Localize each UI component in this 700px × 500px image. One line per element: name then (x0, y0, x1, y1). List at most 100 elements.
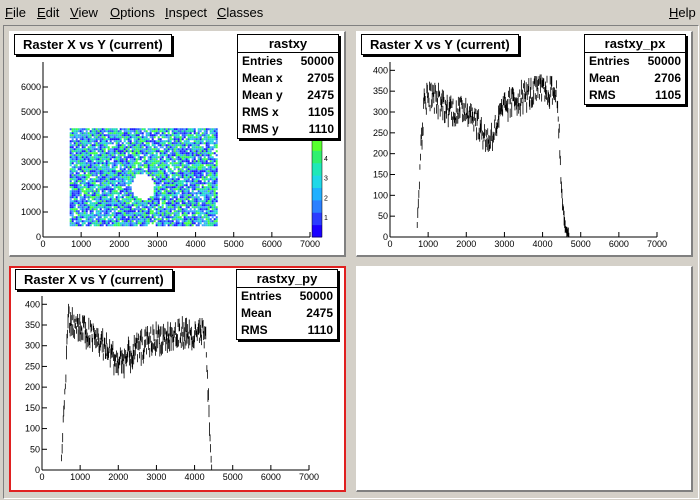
palette-tick-label: 1 (324, 215, 328, 222)
y-tick-label: 3000 (21, 157, 41, 167)
palette-swatch (312, 199, 322, 213)
x-tick-label: 3000 (147, 239, 167, 249)
y-tick-label: 200 (25, 382, 40, 392)
raster-cells (69, 128, 218, 227)
stats-box-rastxy-px[interactable]: rastxy_px Entries 50000 Mean 2706 RMS 1105 (584, 34, 686, 105)
y-tick-label: 0 (36, 232, 41, 242)
menu-bar: File Edit View Options Inspect Classes H… (0, 0, 700, 24)
stats-row-rms: RMS 1110 (241, 323, 333, 337)
plot-rastxy: 1 2 3 4 5 0 1000 2000 3000 4000 5000 6000 7000 0 1000 2… (21, 62, 328, 249)
x-tick-label: 4000 (533, 239, 553, 249)
x-tick-label: 4000 (185, 472, 205, 482)
palette-swatch (312, 212, 322, 226)
y-tick-label: 350 (373, 86, 388, 96)
palette-swatch (312, 175, 322, 188)
y-tick-label: 200 (373, 149, 388, 159)
y-tick-label: 400 (373, 65, 388, 75)
menu-view[interactable]: View (70, 5, 98, 20)
stats-row-mean-x: Mean x 2705 (242, 71, 334, 85)
stats-row-mean: Mean 2706 (589, 71, 681, 85)
pad-empty[interactable] (356, 266, 693, 492)
x-tick-label: 6000 (609, 239, 629, 249)
menu-inspect[interactable]: Inspect (165, 5, 207, 20)
palette-swatch (312, 162, 322, 176)
y-tick-label: 1000 (21, 207, 41, 217)
y-tick-label: 400 (25, 299, 40, 309)
menu-classes[interactable]: Classes (217, 5, 264, 20)
x-tick-label: 6000 (262, 239, 282, 249)
x-tick-label: 6000 (261, 472, 281, 482)
x-tick-label: 7000 (647, 239, 667, 249)
stats-row-rms-y: RMS y 1110 (242, 122, 334, 136)
pad-title: Raster X vs Y (current) (14, 34, 172, 55)
y-tick-label: 100 (25, 424, 40, 434)
x-tick-label: 0 (387, 239, 392, 249)
y-tick-label: 300 (373, 107, 388, 117)
menu-options[interactable]: Options (110, 5, 155, 20)
y-tick-label: 5000 (21, 107, 41, 117)
stats-name: rastxy_px (585, 35, 685, 53)
x-tick-label: 1000 (418, 239, 438, 249)
y-tick-label: 350 (25, 320, 40, 330)
stats-row-mean-y: Mean y 2475 (242, 88, 334, 102)
y-tick-label: 150 (373, 170, 388, 180)
stats-row-entries: Entries 50000 (241, 289, 333, 303)
pad-rastxy[interactable]: 1 2 3 4 5 0 1000 2000 3000 4000 5000 6000 7000 0 1000 2… (9, 31, 346, 257)
menu-help[interactable]: Help (669, 5, 696, 20)
y-tick-label: 50 (378, 211, 388, 221)
y-tick-label: 6000 (21, 82, 41, 92)
stats-name: rastxy (238, 35, 338, 53)
y-tick-label: 250 (25, 361, 40, 371)
y-tick-label: 2000 (21, 182, 41, 192)
x-tick-label: 1000 (71, 239, 91, 249)
stats-row-entries: Entries 50000 (589, 54, 681, 68)
x-tick-label: 5000 (223, 472, 243, 482)
plot-rastxy-px: 0 1000 2000 3000 4000 5000 6000 7000 0 50 100 150 20… (373, 62, 667, 249)
menu-edit[interactable]: Edit (37, 5, 60, 20)
histogram-bins (61, 303, 213, 470)
x-tick-label: 2000 (108, 472, 128, 482)
x-tick-label: 0 (39, 472, 44, 482)
root-canvas[interactable]: 1 2 3 4 5 0 1000 2000 3000 4000 5000 6000 7000 0 1000 2… (3, 25, 699, 499)
x-tick-label: 0 (40, 239, 45, 249)
pad-rastxy-px[interactable]: 0 1000 2000 3000 4000 5000 6000 7000 0 50 100 150 20… (356, 31, 693, 257)
x-tick-label: 2000 (109, 239, 129, 249)
palette-swatch (312, 224, 322, 238)
stats-box-rastxy[interactable]: rastxy Entries 50000 Mean x 2705 Mean y 247… (237, 34, 339, 139)
menu-file[interactable]: File (5, 5, 26, 20)
y-tick-label: 0 (35, 465, 40, 475)
y-tick-label: 50 (30, 444, 40, 454)
x-tick-label: 7000 (300, 239, 320, 249)
y-tick-label: 0 (383, 232, 388, 242)
histogram-bins (416, 74, 570, 237)
plot-rastxy-py: 0 1000 2000 3000 4000 5000 6000 7000 0 50 100 150 20… (25, 296, 319, 482)
palette-swatch (312, 138, 322, 151)
x-tick-label: 5000 (571, 239, 591, 249)
pad-title: Raster X vs Y (current) (15, 269, 173, 290)
x-tick-label: 5000 (224, 239, 244, 249)
y-tick-label: 250 (373, 128, 388, 138)
x-tick-label: 7000 (299, 472, 319, 482)
x-tick-label: 3000 (494, 239, 514, 249)
x-tick-label: 3000 (146, 472, 166, 482)
stats-name: rastxy_py (237, 270, 337, 288)
palette-tick-label: 5 (324, 136, 328, 143)
pad-title: Raster X vs Y (current) (361, 34, 519, 55)
y-tick-label: 100 (373, 190, 388, 200)
x-tick-label: 4000 (186, 239, 206, 249)
palette-swatch (312, 150, 322, 164)
pad-rastxy-py[interactable]: 0 1000 2000 3000 4000 5000 6000 7000 0 50 100 150 20… (9, 266, 346, 492)
x-tick-label: 1000 (70, 472, 90, 482)
stats-row-rms: RMS 1105 (589, 88, 681, 102)
palette-tick-label: 4 (324, 156, 328, 163)
stats-row-entries: Entries 50000 (242, 54, 334, 68)
stats-row-mean: Mean 2475 (241, 306, 333, 320)
stats-row-rms-x: RMS x 1105 (242, 105, 334, 119)
y-tick-label: 300 (25, 341, 40, 351)
palette-swatch (312, 187, 322, 201)
x-tick-label: 2000 (456, 239, 476, 249)
y-tick-label: 150 (25, 403, 40, 413)
stats-box-rastxy-py[interactable]: rastxy_py Entries 50000 Mean 2475 RMS 1110 (236, 269, 338, 340)
y-tick-label: 4000 (21, 132, 41, 142)
palette-tick-label: 2 (324, 195, 328, 202)
